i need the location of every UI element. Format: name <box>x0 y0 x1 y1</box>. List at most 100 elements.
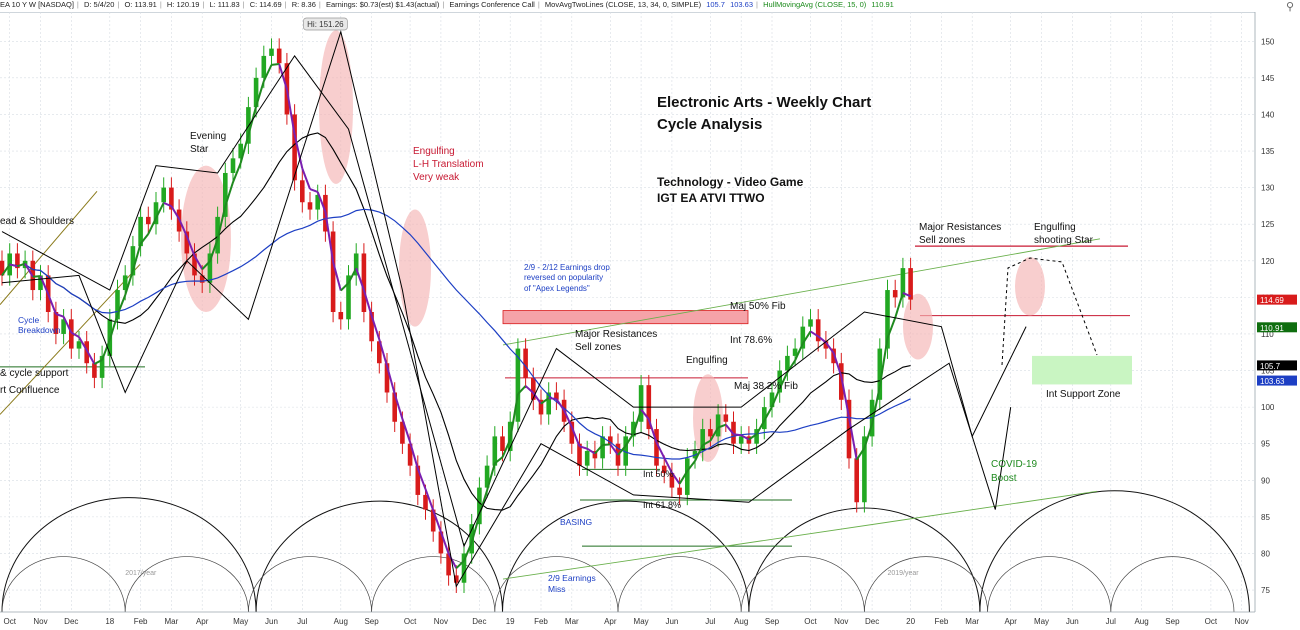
hull-moving-average <box>332 261 342 291</box>
candle-body <box>261 55 267 78</box>
x-tick-label: May <box>233 617 248 626</box>
evening-star-label: Star <box>190 144 209 155</box>
hull-moving-average <box>740 434 750 441</box>
hull-moving-average <box>886 317 897 339</box>
candle-body <box>338 312 344 320</box>
hull-moving-average <box>609 443 619 456</box>
earnings-miss-label: 2/9 Earnings <box>548 573 596 583</box>
hull-moving-average <box>809 330 819 338</box>
candle-body <box>877 348 883 400</box>
cycle-breakdown-label: Cycle <box>18 315 40 325</box>
hull-moving-average <box>524 385 534 394</box>
candle-body <box>808 319 813 327</box>
conference-label: Earnings Conference Call <box>449 0 535 9</box>
hull-moving-average <box>494 456 504 465</box>
highlight-ellipse <box>319 30 353 184</box>
resistance-zone <box>502 310 749 325</box>
candle-body <box>762 407 767 430</box>
x-tick-label: Oct <box>3 617 16 626</box>
cycle-arc-minor <box>740 556 865 613</box>
x-tick-label: Mar <box>965 617 979 626</box>
candle-body <box>592 451 598 459</box>
candle-body <box>754 429 759 444</box>
magnifier-icon[interactable]: ⚲ <box>1285 1 1294 13</box>
high-label: H: 120.19 <box>166 0 200 9</box>
candle-body <box>423 494 428 510</box>
hull-moving-average <box>147 217 157 235</box>
x-tick-label: Dec <box>64 617 78 626</box>
y-tick-label: 75 <box>1261 586 1270 595</box>
hull-moving-average <box>733 433 742 437</box>
highlight-ellipse <box>1015 257 1045 316</box>
hull-moving-average <box>293 134 304 169</box>
hull-moving-average <box>517 385 527 395</box>
movavg-value-2: 103.63 <box>730 0 754 9</box>
hull-moving-average <box>424 488 435 511</box>
hull-moving-average <box>324 211 335 263</box>
candle-body <box>685 458 690 495</box>
candle-body <box>638 385 644 422</box>
high-badge-text: Hi: 151.26 <box>307 20 344 29</box>
axes: 7580859095100105110115120125130135140145… <box>0 12 1300 626</box>
envelope-upper <box>1 55 1027 548</box>
price-label-box <box>1257 322 1297 333</box>
hull-moving-average <box>116 294 127 316</box>
candle-body <box>677 487 682 495</box>
hull-moving-average <box>501 439 512 458</box>
cycle-arcs: 2017/year 2019/year <box>1 490 1250 613</box>
chart-subtitle: Cycle Analysis <box>657 116 762 133</box>
hull-moving-average <box>255 80 265 107</box>
candle-body <box>161 187 166 203</box>
hull-moving-average <box>355 267 365 291</box>
hull-moving-average <box>124 270 134 296</box>
candle-body <box>99 355 105 378</box>
candle-body <box>361 253 367 312</box>
shooting-star-label: shooting Star <box>1034 235 1094 246</box>
earnings-drop-label: reversed on popularity <box>524 273 603 282</box>
hull-moving-average <box>771 388 781 407</box>
candle-body <box>400 421 405 444</box>
hull-moving-average <box>93 359 103 365</box>
x-tick-label: 19 <box>506 617 515 626</box>
candle-body <box>138 216 143 247</box>
hull-moving-average <box>594 444 604 455</box>
candle-body <box>777 370 782 393</box>
candle-body <box>369 312 374 342</box>
cycle-support-label: & cycle support <box>0 368 69 379</box>
candle-body <box>407 443 413 466</box>
earnings-drop-label: of "Apex Legends" <box>524 284 590 293</box>
hull-moving-average <box>108 314 119 340</box>
hull-moving-average <box>602 443 611 446</box>
candle-body <box>454 575 459 583</box>
candle-body <box>122 275 128 291</box>
hull-moving-average <box>778 371 789 389</box>
hull-moving-average <box>386 365 396 395</box>
hull-moving-average <box>840 376 850 418</box>
cycle-arc-minor <box>248 556 372 613</box>
open-label: O: 113.91 <box>124 0 157 9</box>
hull-moving-average <box>347 267 358 284</box>
hull-moving-average <box>401 418 412 443</box>
x-tick-label: Sep <box>364 617 379 626</box>
annotations: Hi: 151.26 Electronic Arts - Weekly Chart… <box>0 17 1121 594</box>
hull-moving-average <box>278 63 288 90</box>
candle-body <box>353 253 359 276</box>
hull-moving-average <box>309 188 319 193</box>
y-tick-label: 90 <box>1261 476 1270 485</box>
x-tick-label: Nov <box>1235 617 1249 626</box>
hull-moving-average <box>393 393 404 420</box>
candle-body <box>569 421 575 444</box>
hull-moving-average <box>894 292 904 319</box>
y-tick-label: 145 <box>1261 74 1275 83</box>
candle-body <box>415 465 421 495</box>
candle-body <box>600 436 605 459</box>
fib-label: Int 61.8% <box>643 500 681 510</box>
hull-moving-average <box>340 282 350 292</box>
major-resistance-right-label: Major Resistances <box>919 222 1001 233</box>
x-tick-label: Feb <box>534 617 548 626</box>
hull-moving-average <box>432 509 442 533</box>
shooting-star-label: Engulfing <box>1034 222 1076 233</box>
candle-body <box>230 158 236 173</box>
channel-upper <box>0 190 98 306</box>
hull-moving-average <box>178 218 188 237</box>
